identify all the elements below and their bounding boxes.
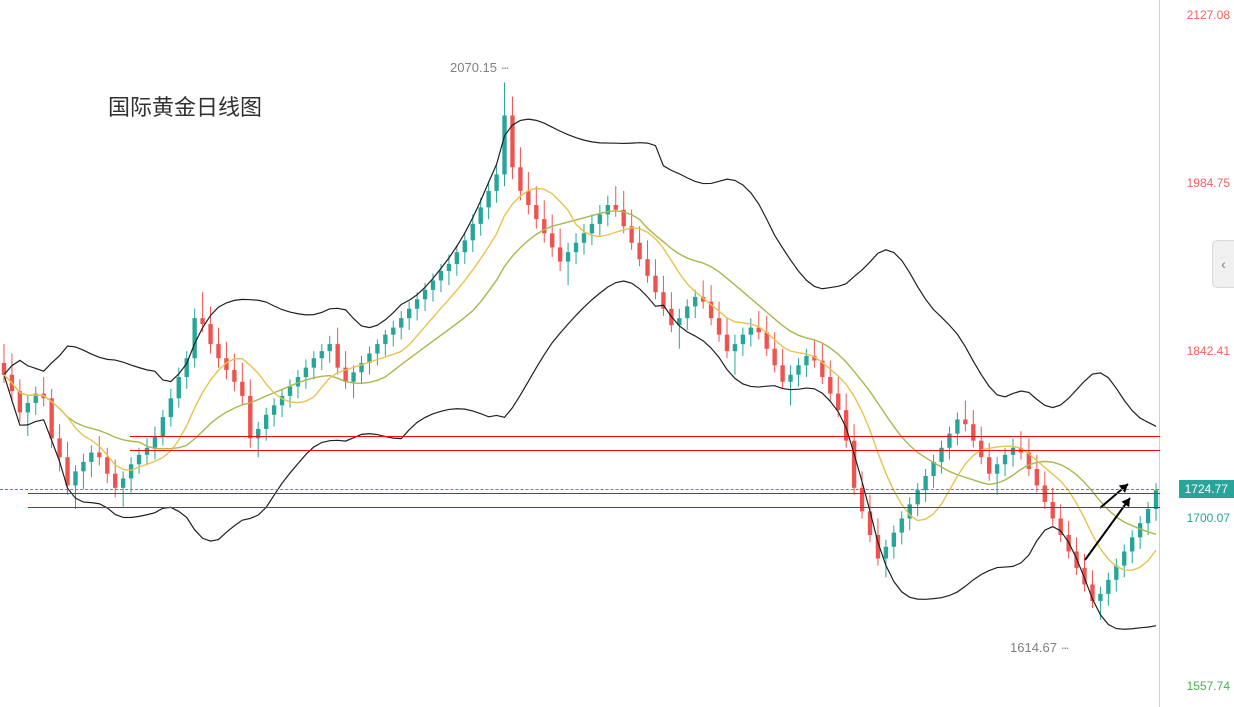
y-axis-tick: 1984.75 (1187, 176, 1230, 190)
chevron-left-icon: ‹ (1221, 256, 1226, 272)
price-y-axis: 2127.08 1984.75 1842.41 1700.07 1557.74 1724… (1160, 0, 1234, 707)
y-axis-tick: 2127.08 (1187, 8, 1230, 22)
support-line (28, 507, 1160, 508)
price-annotation: 1614.67 ··· (1010, 640, 1068, 655)
support-line (130, 450, 1160, 451)
gold-daily-chart: 国际黄金日线图 2070.15 ··· 1614.67 ··· 2127.08 19… (0, 0, 1234, 707)
chart-plot-area[interactable]: 国际黄金日线图 2070.15 ··· 1614.67 ··· (0, 0, 1160, 707)
collapse-sidebar-button[interactable]: ‹ (1212, 240, 1234, 288)
y-axis-tick: 1842.41 (1187, 344, 1230, 358)
y-axis-tick: 1557.74 (1187, 679, 1230, 693)
current-price-badge: 1724.77 (1179, 480, 1234, 498)
resistance-line (130, 436, 1160, 437)
current-price-line (0, 489, 1159, 490)
price-annotation: 2070.15 ··· (450, 60, 508, 75)
resistance-line (28, 493, 1160, 494)
chart-title: 国际黄金日线图 (108, 90, 262, 122)
y-axis-tick: 1700.07 (1187, 511, 1230, 525)
